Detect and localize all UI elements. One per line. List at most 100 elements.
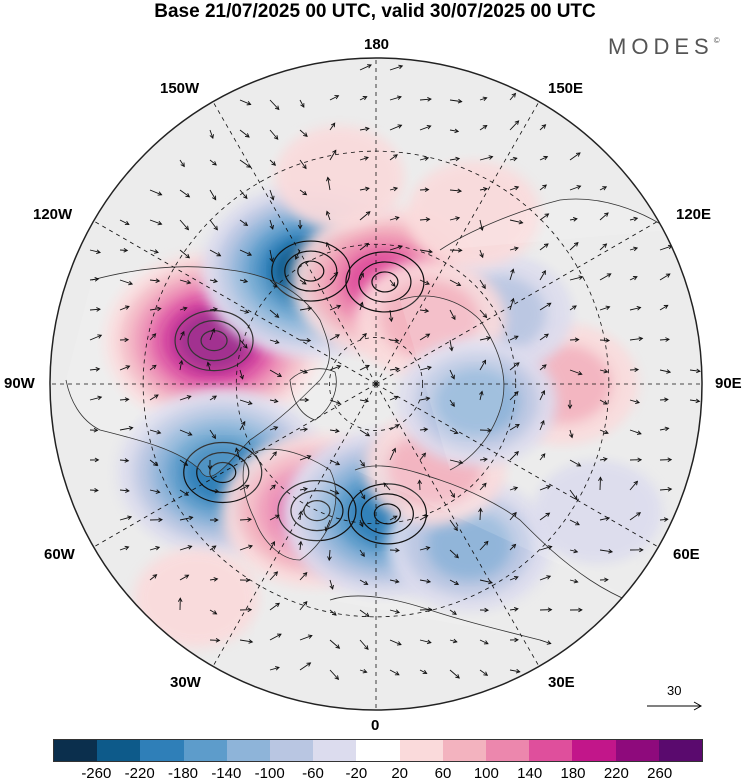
wind-arrow	[299, 279, 307, 285]
brand-name: MODES	[608, 34, 714, 59]
wind-arrow	[479, 155, 494, 161]
wind-arrow	[179, 545, 193, 551]
wind-arrow	[509, 511, 517, 521]
wind-arrow	[509, 543, 517, 551]
wind-arrow	[269, 484, 276, 491]
wind-arrow	[659, 273, 671, 281]
colorbar-swatch	[140, 740, 184, 761]
coastline	[242, 448, 337, 561]
meridian	[212, 101, 377, 385]
wind-arrow	[89, 395, 103, 401]
wind-arrow	[629, 512, 642, 521]
colorbar-tick-label: 100	[473, 765, 499, 782]
coastline	[289, 368, 337, 421]
wind-arrow	[209, 609, 218, 615]
wind-arrow	[359, 272, 364, 281]
wind-arrow	[539, 124, 547, 131]
wind-arrow	[209, 429, 216, 440]
colorbar-tick-label: -20	[345, 765, 368, 782]
wind-arrow	[449, 429, 459, 435]
wind-arrow	[119, 365, 131, 371]
wind-arrow	[299, 397, 310, 403]
wind-arrow	[509, 607, 519, 612]
wind-arrow	[209, 278, 218, 284]
colorbar	[53, 739, 703, 762]
wind-arrow	[179, 395, 192, 401]
wind-arrow	[119, 425, 134, 431]
wind-arrow	[599, 305, 611, 311]
wind-arrow	[449, 188, 463, 194]
wind-arrow	[299, 369, 309, 374]
wind-arrow	[659, 487, 673, 492]
wind-arrow	[359, 579, 369, 585]
wind-arrow	[569, 152, 581, 161]
wind-arrow	[629, 246, 639, 252]
wind-arrow	[149, 249, 159, 254]
wind-arrow	[599, 399, 608, 405]
wind-arrow	[269, 279, 278, 288]
wind-arrow	[359, 398, 370, 404]
wind-arrow	[209, 189, 217, 201]
wind-arrow	[298, 510, 303, 521]
lon-label-180: 180	[364, 36, 390, 53]
wind-arrow	[359, 156, 369, 161]
wind-arrow	[239, 189, 248, 200]
meridian	[212, 383, 377, 667]
wind-arrow	[389, 669, 400, 676]
wind-arrow	[419, 639, 432, 645]
wind-arrow	[599, 273, 612, 281]
wind-arrow	[269, 219, 274, 230]
colorbar-tick-label: -60	[302, 765, 324, 782]
wind-arrow	[449, 156, 461, 162]
wind-arrow	[239, 99, 252, 106]
wind-arrow	[479, 607, 489, 613]
wind-arrow	[509, 575, 519, 581]
brand-mark: ©	[713, 36, 720, 45]
colorbar-swatch	[615, 740, 659, 761]
wind-arrow	[539, 453, 546, 461]
wind-arrow	[149, 517, 163, 523]
wind-arrow	[659, 397, 669, 403]
wind-arrow	[326, 241, 331, 251]
wind-arrow	[389, 639, 402, 646]
wind-arrow	[359, 333, 367, 341]
wind-arrow	[509, 362, 520, 371]
wind-arrow	[598, 476, 603, 491]
wind-arrow	[419, 452, 427, 461]
colorbar-tick-label: 180	[560, 765, 586, 782]
wind-arrow	[329, 428, 340, 434]
wind-arrow	[329, 334, 340, 341]
wind-arrow	[209, 637, 221, 643]
wind-arrow	[509, 637, 519, 643]
wind-arrow	[629, 429, 642, 435]
anomaly-shade	[275, 126, 404, 230]
wind-arrow	[209, 219, 218, 231]
wind-arrow	[209, 395, 217, 401]
wind-arrow	[149, 459, 158, 467]
wind-arrow	[299, 427, 309, 432]
wind-arrow	[569, 578, 579, 584]
wind-arrow	[89, 457, 100, 463]
wind-arrow	[509, 391, 519, 401]
wind-arrow	[509, 120, 520, 131]
wind-arrow	[89, 366, 101, 372]
wind-arrow	[209, 517, 219, 523]
wind-arrow	[119, 515, 133, 521]
wind-arrow	[419, 124, 432, 131]
wind-arrow	[298, 540, 303, 551]
wind-arrow	[539, 243, 549, 251]
wind-arrow	[269, 398, 279, 404]
wind-arrow	[539, 485, 552, 491]
wind-arrow	[209, 488, 220, 494]
wind-arrow	[329, 459, 341, 466]
wind-arrow	[599, 212, 609, 221]
wind-arrow	[119, 219, 130, 226]
wind-arrow	[539, 364, 547, 371]
wind-arrow	[539, 389, 546, 401]
anomaly-shade	[134, 548, 259, 648]
colorbar-tick-label: -180	[167, 765, 199, 782]
wind-arrow	[479, 639, 489, 645]
meridian	[375, 383, 540, 667]
wind-arrow	[419, 515, 429, 521]
